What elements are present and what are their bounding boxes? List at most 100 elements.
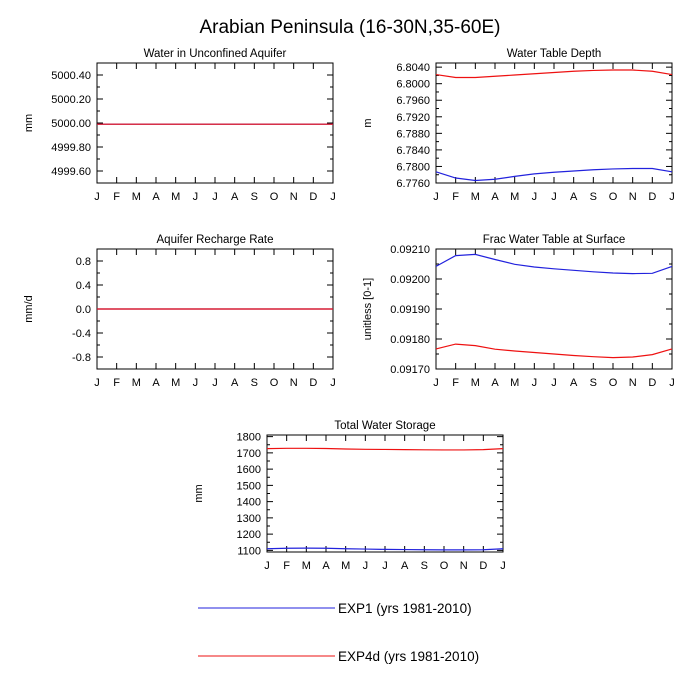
y-tick-label: 6.7880 [396, 128, 430, 140]
x-tick-label: M [132, 191, 141, 203]
x-tick-label: J [212, 377, 218, 389]
x-tick-label: J [433, 377, 439, 389]
y-tick-label: 0.0 [76, 304, 91, 316]
series-line-exp4d [436, 70, 672, 77]
x-tick-label: J [669, 377, 675, 389]
panel-title: Water Table Depth [507, 48, 602, 60]
x-tick-label: D [309, 191, 317, 203]
figure-title: Arabian Peninsula (16-30N,35-60E) [199, 17, 500, 38]
series-line-exp1 [436, 254, 672, 273]
y-tick-label: 6.8040 [396, 62, 430, 74]
x-tick-label: J [212, 191, 218, 203]
x-tick-label: J [532, 191, 538, 203]
x-tick-label: J [669, 191, 675, 203]
x-tick-label: S [251, 191, 258, 203]
x-tick-label: J [94, 191, 100, 203]
x-tick-label: A [322, 560, 330, 572]
y-tick-label: 0.09200 [390, 274, 430, 286]
x-tick-label: N [290, 191, 298, 203]
legend: EXP1 (yrs 1981-2010) EXP4d (yrs 1981-201… [198, 601, 479, 664]
x-tick-label: M [302, 560, 311, 572]
x-tick-label: N [290, 377, 298, 389]
y-tick-label: 4999.60 [51, 166, 91, 178]
x-tick-label: J [363, 560, 369, 572]
y-tick-label: 0.09180 [390, 334, 430, 346]
y-tick-label: 1400 [237, 497, 261, 509]
legend-label-exp1: EXP1 (yrs 1981-2010) [338, 601, 472, 616]
x-tick-label: J [193, 191, 199, 203]
x-tick-label: A [231, 191, 239, 203]
y-tick-label: 6.7840 [396, 145, 430, 157]
y-tick-label: 1700 [237, 448, 261, 460]
x-tick-label: A [401, 560, 409, 572]
x-tick-label: J [382, 560, 388, 572]
x-tick-label: O [440, 560, 449, 572]
y-tick-label: 1600 [237, 464, 261, 476]
x-tick-label: J [94, 377, 100, 389]
x-tick-label: S [421, 560, 428, 572]
y-tick-label: 6.7920 [396, 112, 430, 124]
y-tick-label: 6.7760 [396, 178, 430, 190]
x-tick-label: F [452, 191, 459, 203]
y-tick-label: 1100 [237, 545, 261, 557]
panel-title: Aquifer Recharge Rate [157, 234, 274, 246]
y-tick-label: 0.09210 [390, 244, 430, 256]
y-tick-label: 5000.00 [51, 118, 91, 130]
x-tick-label: O [270, 191, 279, 203]
y-tick-label: 0.09170 [390, 364, 430, 376]
panel-title: Frac Water Table at Surface [483, 234, 626, 246]
x-tick-label: F [113, 377, 120, 389]
x-tick-label: D [479, 560, 487, 572]
x-tick-label: O [609, 377, 618, 389]
x-tick-label: M [471, 377, 480, 389]
y-tick-label: 0.09190 [390, 304, 430, 316]
y-tick-label: 5000.40 [51, 70, 91, 82]
x-tick-label: F [113, 191, 120, 203]
x-tick-label: N [629, 377, 637, 389]
x-tick-label: A [491, 377, 499, 389]
x-tick-label: S [590, 191, 597, 203]
x-tick-label: M [510, 191, 519, 203]
y-tick-label: 1300 [237, 513, 261, 525]
y-tick-label: 4999.80 [51, 142, 91, 154]
x-tick-label: D [648, 191, 656, 203]
x-tick-label: D [309, 377, 317, 389]
x-tick-label: J [264, 560, 270, 572]
x-tick-label: A [152, 377, 160, 389]
x-tick-label: J [433, 191, 439, 203]
plot-frame [267, 435, 503, 552]
y-tick-label: -0.4 [72, 328, 91, 340]
x-tick-label: J [330, 191, 336, 203]
x-tick-label: A [231, 377, 239, 389]
x-tick-label: A [570, 191, 578, 203]
y-tick-label: 5000.20 [51, 94, 91, 106]
x-tick-label: M [171, 191, 180, 203]
y-tick-label: 6.8000 [396, 79, 430, 91]
y-axis-label: m [362, 118, 374, 127]
y-axis-label: mm [193, 484, 205, 502]
series-line-exp4d [267, 448, 503, 450]
x-tick-label: M [171, 377, 180, 389]
x-tick-label: D [648, 377, 656, 389]
figure: Arabian Peninsula (16-30N,35-60E) Water … [0, 0, 700, 700]
legend-label-exp4d: EXP4d (yrs 1981-2010) [338, 649, 479, 664]
x-tick-label: O [609, 191, 618, 203]
x-tick-label: M [132, 377, 141, 389]
y-tick-label: 1200 [237, 529, 261, 541]
x-tick-label: J [330, 377, 336, 389]
x-tick-label: A [152, 191, 160, 203]
x-tick-label: N [460, 560, 468, 572]
x-tick-label: F [452, 377, 459, 389]
plot-frame [436, 249, 672, 369]
panel-title: Total Water Storage [334, 420, 435, 432]
x-tick-label: M [471, 191, 480, 203]
y-axis-label: mm/d [23, 295, 35, 323]
plot-frame [97, 63, 333, 183]
y-tick-label: 1500 [237, 480, 261, 492]
